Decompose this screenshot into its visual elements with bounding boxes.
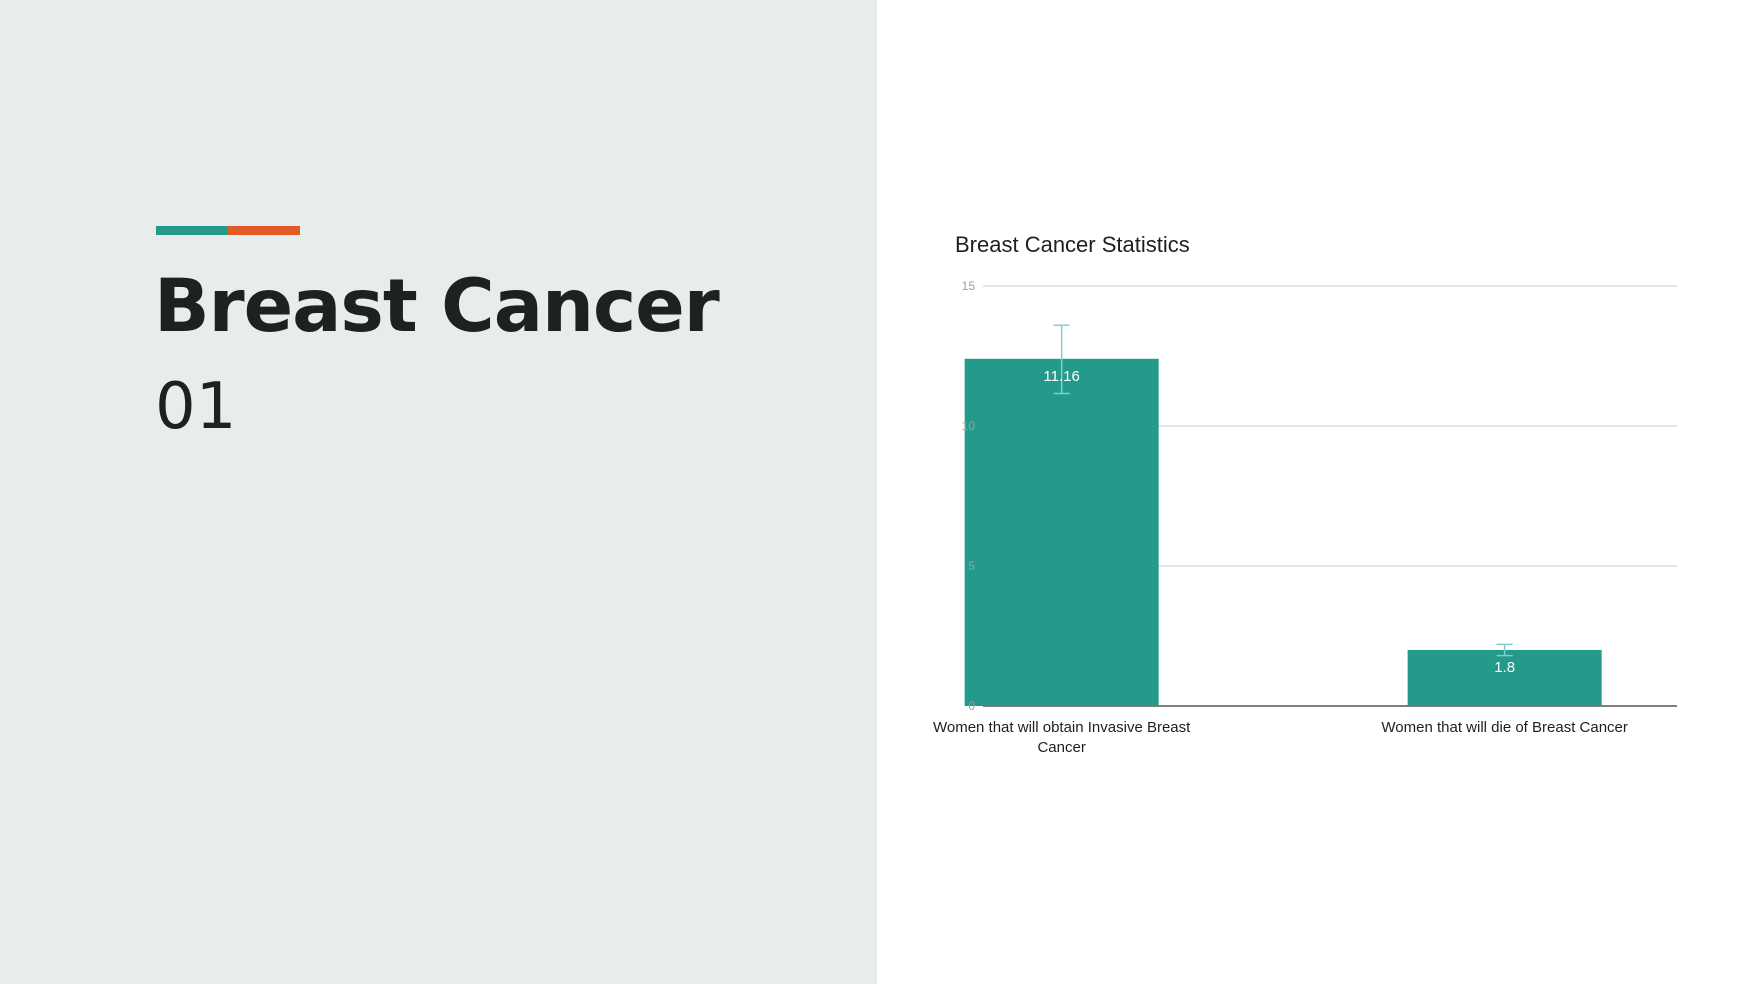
- chart-container: Breast Cancer Statistics 0 5 10 15 11.16 Wome…: [877, 0, 1746, 984]
- data-label: 11.16: [1043, 368, 1079, 385]
- data-label: 1.8: [1494, 659, 1515, 676]
- accent-bar-orange: [228, 226, 300, 235]
- y-tick-label: 0: [968, 699, 975, 713]
- bar: [964, 358, 1159, 706]
- x-tick-label: Women that will die of Breast Cancer: [1381, 719, 1628, 736]
- y-tick-label: 15: [962, 279, 976, 293]
- y-tick-label: 10: [962, 419, 976, 433]
- accent-bar-teal: [156, 226, 228, 235]
- x-tick-label: Women that will obtain Invasive Breast Ca…: [933, 719, 1191, 756]
- bar: [1407, 650, 1602, 706]
- title-panel: Breast Cancer 01: [0, 0, 877, 984]
- slide-title: Breast Cancer: [154, 264, 720, 349]
- y-tick-label: 5: [968, 559, 975, 573]
- chart-title: Breast Cancer Statistics: [955, 232, 1190, 257]
- slide-number: 01: [155, 370, 237, 444]
- accent-bar: [156, 226, 300, 235]
- bar-chart: Breast Cancer Statistics 0 5 10 15 11.16 Wome…: [933, 232, 1677, 756]
